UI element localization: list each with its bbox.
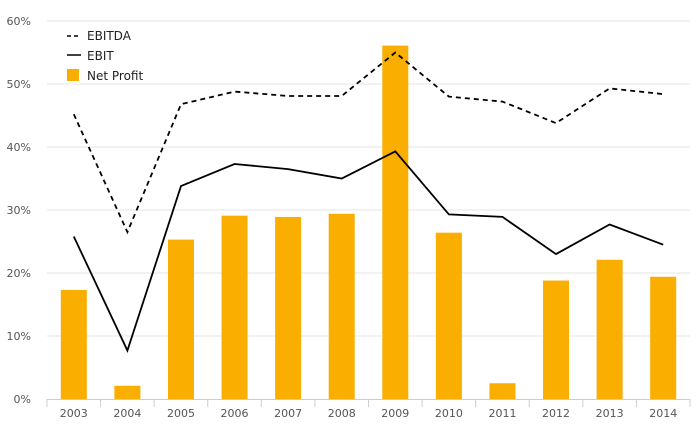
- bar-net-profit-2004: [114, 385, 141, 399]
- y-tick-label: 20%: [7, 267, 31, 280]
- x-tick-label: 2010: [435, 407, 463, 420]
- legend-ebit-label: EBIT: [87, 49, 114, 63]
- x-tick-label: 2011: [488, 407, 516, 420]
- y-tick-label: 60%: [7, 15, 31, 28]
- x-tick-label: 2013: [596, 407, 624, 420]
- x-axis: 2003 2004 2005 2006 2007 2008 2009 2010 2011 2012…: [46, 399, 691, 420]
- bar-net-profit-2010: [435, 232, 462, 399]
- y-tick-label: 0%: [14, 393, 31, 406]
- legend: EBITDA EBIT Net Profit: [67, 29, 143, 83]
- bar-net-profit-2012: [543, 280, 570, 399]
- y-tick-label: 10%: [7, 330, 31, 343]
- bar-net-profit-2008: [328, 213, 355, 399]
- x-tick-label: 2003: [60, 407, 88, 420]
- legend-net-profit-swatch: [67, 69, 79, 81]
- x-tick-label: 2005: [167, 407, 195, 420]
- y-tick-label: 30%: [7, 204, 31, 217]
- bar-net-profit-2003: [60, 290, 87, 399]
- net-profit-bars: [60, 45, 677, 399]
- bar-net-profit-2009: [382, 45, 409, 399]
- bar-net-profit-2007: [275, 216, 302, 399]
- bar-net-profit-2006: [221, 215, 248, 399]
- bar-net-profit-2013: [596, 259, 623, 399]
- line-ebit: [72, 150, 664, 353]
- bar-net-profit-2014: [650, 276, 677, 399]
- legend-net-profit-label: Net Profit: [87, 69, 143, 83]
- x-tick-label: 2006: [221, 407, 249, 420]
- x-tick-label: 2014: [649, 407, 677, 420]
- x-tick-label: 2008: [328, 407, 356, 420]
- line-ebitda: [72, 51, 664, 235]
- series-lines: [72, 51, 664, 353]
- y-tick-label: 50%: [7, 78, 31, 91]
- bar-net-profit-2005: [167, 239, 194, 399]
- x-tick-label: 2004: [113, 407, 141, 420]
- gridlines: [47, 20, 690, 337]
- legend-ebitda-label: EBITDA: [87, 29, 132, 43]
- x-tick-label: 2007: [274, 407, 302, 420]
- x-tick-label: 2009: [381, 407, 409, 420]
- x-tick-label: 2012: [542, 407, 570, 420]
- y-tick-label: 40%: [7, 141, 31, 154]
- bar-net-profit-2011: [489, 383, 516, 399]
- y-axis-tick-labels: 0% 10% 20% 30% 40% 50% 60%: [7, 15, 31, 406]
